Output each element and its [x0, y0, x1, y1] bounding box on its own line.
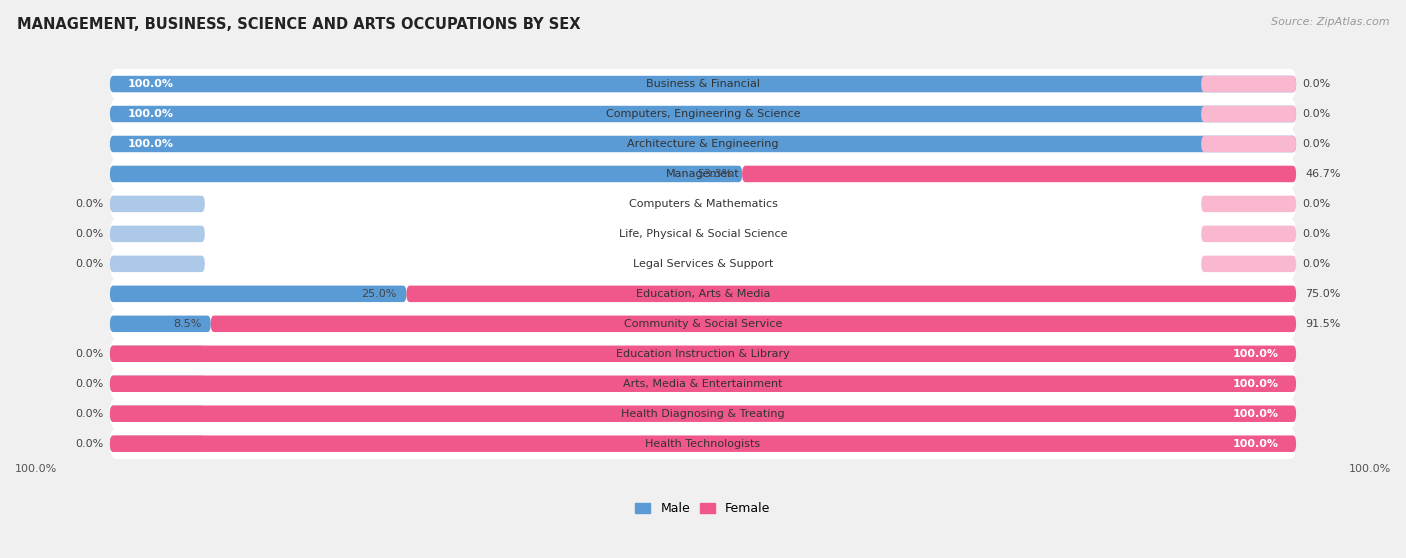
FancyBboxPatch shape: [406, 286, 1296, 302]
FancyBboxPatch shape: [110, 345, 205, 362]
FancyBboxPatch shape: [1201, 76, 1296, 92]
FancyBboxPatch shape: [110, 286, 406, 302]
FancyBboxPatch shape: [110, 406, 205, 422]
FancyBboxPatch shape: [110, 69, 1296, 99]
Text: Education Instruction & Library: Education Instruction & Library: [616, 349, 790, 359]
FancyBboxPatch shape: [110, 429, 1296, 459]
Text: Management: Management: [666, 169, 740, 179]
FancyBboxPatch shape: [1201, 196, 1296, 212]
FancyBboxPatch shape: [110, 249, 1296, 279]
Legend: Male, Female: Male, Female: [630, 497, 776, 520]
FancyBboxPatch shape: [110, 316, 211, 332]
Text: Arts, Media & Entertainment: Arts, Media & Entertainment: [623, 379, 783, 389]
Text: 0.0%: 0.0%: [76, 259, 104, 269]
FancyBboxPatch shape: [110, 435, 1296, 452]
Text: Architecture & Engineering: Architecture & Engineering: [627, 139, 779, 149]
FancyBboxPatch shape: [1201, 136, 1296, 152]
Text: 100.0%: 100.0%: [15, 464, 58, 474]
Text: 0.0%: 0.0%: [1302, 79, 1330, 89]
Text: Life, Physical & Social Science: Life, Physical & Social Science: [619, 229, 787, 239]
FancyBboxPatch shape: [110, 99, 1296, 129]
Text: 100.0%: 100.0%: [128, 79, 174, 89]
FancyBboxPatch shape: [110, 256, 205, 272]
Text: Computers, Engineering & Science: Computers, Engineering & Science: [606, 109, 800, 119]
FancyBboxPatch shape: [110, 106, 1296, 122]
Text: 0.0%: 0.0%: [76, 199, 104, 209]
Text: 100.0%: 100.0%: [1232, 439, 1278, 449]
Text: 0.0%: 0.0%: [76, 349, 104, 359]
FancyBboxPatch shape: [110, 76, 1296, 92]
Text: Health Technologists: Health Technologists: [645, 439, 761, 449]
Text: 100.0%: 100.0%: [128, 109, 174, 119]
Text: 0.0%: 0.0%: [76, 439, 104, 449]
FancyBboxPatch shape: [110, 309, 1296, 339]
Text: 100.0%: 100.0%: [128, 139, 174, 149]
Text: Legal Services & Support: Legal Services & Support: [633, 259, 773, 269]
FancyBboxPatch shape: [110, 136, 1296, 152]
FancyBboxPatch shape: [1201, 256, 1296, 272]
FancyBboxPatch shape: [110, 406, 1296, 422]
FancyBboxPatch shape: [110, 376, 205, 392]
Text: 100.0%: 100.0%: [1232, 379, 1278, 389]
Text: 75.0%: 75.0%: [1306, 289, 1341, 299]
FancyBboxPatch shape: [110, 158, 1296, 189]
Text: Health Diagnosing & Treating: Health Diagnosing & Treating: [621, 408, 785, 418]
Text: Business & Financial: Business & Financial: [645, 79, 761, 89]
Text: 0.0%: 0.0%: [1302, 109, 1330, 119]
FancyBboxPatch shape: [110, 166, 742, 182]
FancyBboxPatch shape: [110, 219, 1296, 249]
FancyBboxPatch shape: [110, 196, 205, 212]
Text: Computers & Mathematics: Computers & Mathematics: [628, 199, 778, 209]
Text: 0.0%: 0.0%: [1302, 229, 1330, 239]
FancyBboxPatch shape: [110, 278, 1296, 309]
Text: 91.5%: 91.5%: [1306, 319, 1341, 329]
Text: 25.0%: 25.0%: [361, 289, 396, 299]
Text: 0.0%: 0.0%: [1302, 259, 1330, 269]
Text: MANAGEMENT, BUSINESS, SCIENCE AND ARTS OCCUPATIONS BY SEX: MANAGEMENT, BUSINESS, SCIENCE AND ARTS O…: [17, 17, 581, 32]
FancyBboxPatch shape: [110, 435, 205, 452]
FancyBboxPatch shape: [110, 225, 205, 242]
Text: 0.0%: 0.0%: [76, 408, 104, 418]
FancyBboxPatch shape: [110, 339, 1296, 369]
Text: 53.3%: 53.3%: [697, 169, 733, 179]
FancyBboxPatch shape: [110, 376, 1296, 392]
Text: Education, Arts & Media: Education, Arts & Media: [636, 289, 770, 299]
FancyBboxPatch shape: [211, 316, 1296, 332]
FancyBboxPatch shape: [110, 345, 1296, 362]
Text: Source: ZipAtlas.com: Source: ZipAtlas.com: [1271, 17, 1389, 27]
Text: Community & Social Service: Community & Social Service: [624, 319, 782, 329]
Text: 100.0%: 100.0%: [1348, 464, 1391, 474]
Text: 100.0%: 100.0%: [1232, 349, 1278, 359]
Text: 0.0%: 0.0%: [76, 379, 104, 389]
FancyBboxPatch shape: [110, 398, 1296, 429]
FancyBboxPatch shape: [1201, 225, 1296, 242]
Text: 0.0%: 0.0%: [76, 229, 104, 239]
Text: 100.0%: 100.0%: [1232, 408, 1278, 418]
FancyBboxPatch shape: [110, 189, 1296, 219]
FancyBboxPatch shape: [742, 166, 1296, 182]
FancyBboxPatch shape: [110, 129, 1296, 159]
FancyBboxPatch shape: [1201, 106, 1296, 122]
Text: 0.0%: 0.0%: [1302, 199, 1330, 209]
Text: 8.5%: 8.5%: [173, 319, 201, 329]
FancyBboxPatch shape: [110, 368, 1296, 399]
Text: 46.7%: 46.7%: [1306, 169, 1341, 179]
Text: 0.0%: 0.0%: [1302, 139, 1330, 149]
